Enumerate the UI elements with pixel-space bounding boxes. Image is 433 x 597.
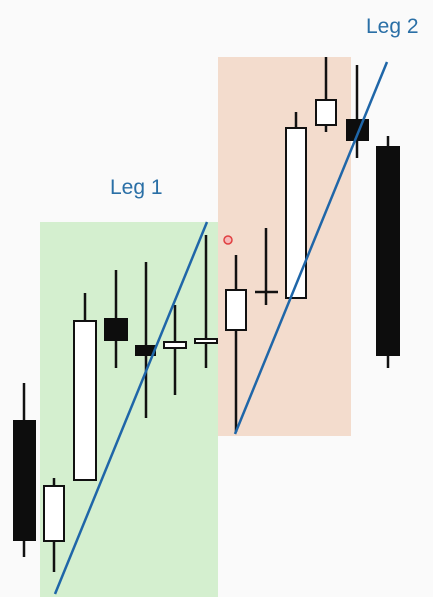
leg1-line xyxy=(53,221,209,595)
leg1-zone xyxy=(40,222,218,597)
cursor-dot xyxy=(223,235,233,245)
candles xyxy=(13,57,400,572)
leg2-line xyxy=(233,61,389,435)
candle-body xyxy=(285,127,307,299)
candle-body xyxy=(194,338,218,344)
candle-body xyxy=(346,119,369,141)
candle-body xyxy=(13,420,36,541)
candle-body xyxy=(163,341,187,349)
candle-body xyxy=(135,345,156,356)
leg1-label: Leg 1 xyxy=(110,176,163,199)
candle-body xyxy=(376,146,400,356)
candle-body xyxy=(225,289,247,331)
leg2-label: Leg 2 xyxy=(366,15,419,38)
candle-body xyxy=(73,320,97,481)
candle-body xyxy=(43,485,65,542)
candle-body xyxy=(104,318,128,341)
candle-body xyxy=(315,99,337,126)
